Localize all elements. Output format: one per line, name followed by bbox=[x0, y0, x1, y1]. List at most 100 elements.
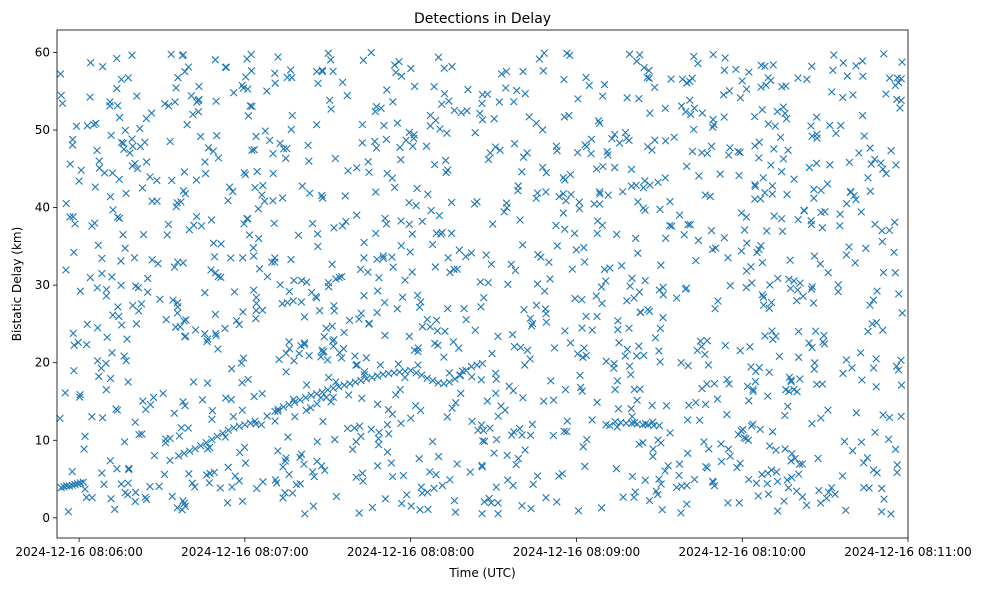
detection-point bbox=[254, 234, 263, 243]
detection-point bbox=[516, 343, 525, 352]
detection-point bbox=[525, 113, 534, 121]
detection-point bbox=[684, 361, 692, 370]
detection-point bbox=[287, 73, 296, 82]
detection-point bbox=[454, 344, 463, 352]
detection-point bbox=[255, 265, 264, 273]
detection-point bbox=[286, 66, 295, 74]
detection-point bbox=[768, 190, 777, 198]
detection-point bbox=[476, 109, 484, 118]
detection-point bbox=[578, 324, 586, 332]
detection-point bbox=[636, 308, 645, 317]
detection-point bbox=[231, 472, 239, 480]
detection-point bbox=[368, 503, 377, 512]
detection-point bbox=[877, 507, 886, 516]
detection-point bbox=[324, 373, 333, 382]
detection-point bbox=[70, 341, 78, 350]
detection-point bbox=[252, 306, 260, 315]
detection-point bbox=[497, 402, 505, 410]
detection-point bbox=[305, 189, 314, 198]
detection-point bbox=[582, 312, 590, 321]
detection-point bbox=[143, 274, 152, 283]
detection-point bbox=[380, 298, 389, 307]
detection-point bbox=[480, 437, 489, 446]
detection-point bbox=[445, 97, 453, 105]
detection-point bbox=[318, 67, 327, 76]
detection-point bbox=[355, 315, 363, 323]
detection-point bbox=[690, 475, 699, 484]
detection-point bbox=[360, 254, 368, 262]
detection-point bbox=[359, 56, 368, 65]
detection-point bbox=[117, 257, 125, 265]
detection-point bbox=[414, 361, 422, 369]
detection-point bbox=[128, 135, 136, 143]
detection-point bbox=[382, 135, 391, 144]
detection-point bbox=[387, 459, 396, 467]
x-axis-ticks: 2024-12-16 08:06:00 2024-12-16 08:07:00 20… bbox=[15, 538, 972, 559]
detection-point bbox=[123, 335, 131, 343]
detection-point bbox=[808, 343, 816, 352]
detection-point bbox=[115, 175, 124, 184]
detection-point bbox=[845, 158, 854, 167]
detection-point bbox=[477, 302, 485, 311]
detection-point bbox=[211, 55, 220, 64]
detection-point bbox=[187, 92, 196, 100]
detection-point bbox=[846, 188, 855, 197]
detection-point bbox=[580, 462, 589, 471]
detection-point bbox=[212, 131, 221, 140]
detection-point bbox=[441, 156, 450, 165]
detection-point bbox=[300, 340, 309, 349]
detection-point bbox=[755, 363, 764, 372]
detection-point bbox=[243, 85, 252, 93]
detection-point bbox=[98, 469, 106, 477]
y-tick-label: 20 bbox=[35, 356, 50, 370]
detection-point bbox=[476, 278, 485, 286]
track-point-track-c bbox=[346, 379, 354, 388]
detection-point bbox=[179, 497, 187, 505]
detection-point bbox=[595, 200, 604, 208]
detection-point bbox=[887, 146, 895, 155]
detection-point bbox=[808, 132, 816, 140]
detection-point bbox=[810, 365, 819, 374]
detection-point bbox=[183, 120, 191, 129]
detection-point bbox=[723, 410, 731, 419]
track-point-track-c bbox=[373, 372, 382, 380]
detection-point bbox=[126, 149, 134, 157]
detection-point bbox=[568, 265, 577, 273]
detection-point bbox=[812, 159, 821, 168]
detection-point bbox=[784, 483, 793, 492]
detection-point bbox=[122, 356, 130, 365]
detection-point bbox=[302, 381, 311, 389]
detection-point bbox=[890, 248, 898, 257]
detection-point bbox=[139, 397, 147, 405]
detection-point bbox=[643, 73, 652, 82]
detection-point bbox=[228, 187, 237, 196]
detection-point bbox=[787, 457, 795, 465]
detection-point bbox=[634, 342, 643, 350]
detection-point bbox=[448, 404, 456, 412]
detection-point bbox=[124, 74, 133, 82]
detection-point bbox=[442, 168, 450, 177]
detection-point bbox=[701, 462, 710, 471]
detection-point bbox=[71, 220, 79, 228]
detection-point bbox=[426, 111, 435, 120]
detection-point bbox=[241, 459, 250, 467]
detection-point bbox=[56, 70, 65, 78]
detection-point bbox=[574, 95, 582, 103]
detection-point bbox=[249, 244, 258, 252]
track-point-track-c bbox=[423, 374, 432, 383]
detection-point bbox=[427, 206, 436, 215]
detection-point bbox=[56, 414, 64, 423]
detection-point bbox=[249, 252, 258, 260]
detection-point bbox=[717, 440, 725, 448]
detection-point bbox=[344, 167, 352, 175]
detection-point bbox=[210, 468, 219, 477]
detection-point bbox=[708, 477, 717, 486]
detection-point bbox=[885, 413, 894, 422]
detection-point bbox=[795, 460, 804, 468]
detection-point bbox=[355, 509, 364, 517]
detection-point bbox=[415, 454, 423, 463]
detection-point bbox=[757, 83, 765, 91]
detection-point bbox=[302, 278, 311, 287]
detection-point bbox=[573, 350, 582, 358]
